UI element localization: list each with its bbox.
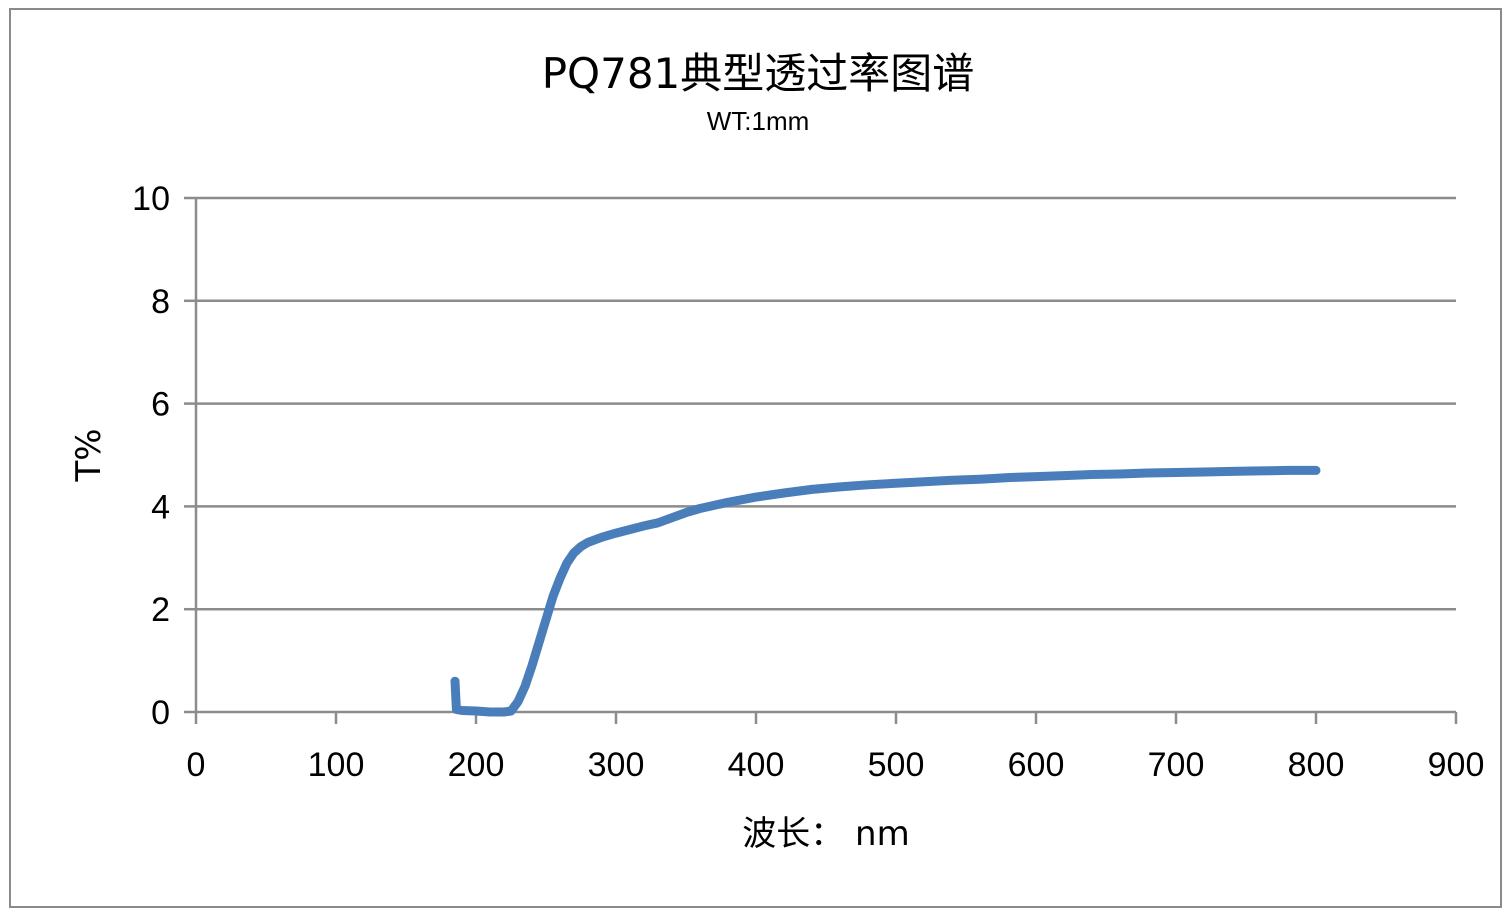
y-tick-label-2: 2: [151, 591, 170, 629]
series-line-0: [450, 465, 1321, 717]
chart-frame: [9, 8, 1502, 908]
x-tick-label-800: 800: [1288, 746, 1345, 784]
y-axis-label: T%: [69, 428, 109, 482]
chart-title: PQ781典型透过率图谱: [542, 49, 975, 98]
chart-subtitle: WT:1mm: [707, 106, 810, 136]
x-tick-label-400: 400: [728, 746, 785, 784]
series: [450, 465, 1321, 717]
y-tick-label-6: 6: [151, 386, 170, 424]
x-tick-label-200: 200: [448, 746, 505, 784]
x-tick-label-0: 0: [187, 746, 206, 784]
grid-lines: [196, 196, 1456, 611]
x-tick-label-100: 100: [308, 746, 365, 784]
x-tick-label-300: 300: [588, 746, 645, 784]
y-tick-label-0: 0: [151, 694, 170, 732]
x-tick-label-600: 600: [1008, 746, 1065, 784]
y-tick-label-10: 10: [132, 180, 170, 218]
x-axis-label: 波长： nm: [742, 814, 909, 854]
x-tick-label-700: 700: [1148, 746, 1205, 784]
y-tick-label-4: 4: [151, 488, 170, 526]
y-tick-label-8: 8: [151, 283, 170, 321]
axes: [184, 196, 1458, 724]
x-tick-label-500: 500: [868, 746, 925, 784]
x-tick-label-900: 900: [1428, 746, 1485, 784]
